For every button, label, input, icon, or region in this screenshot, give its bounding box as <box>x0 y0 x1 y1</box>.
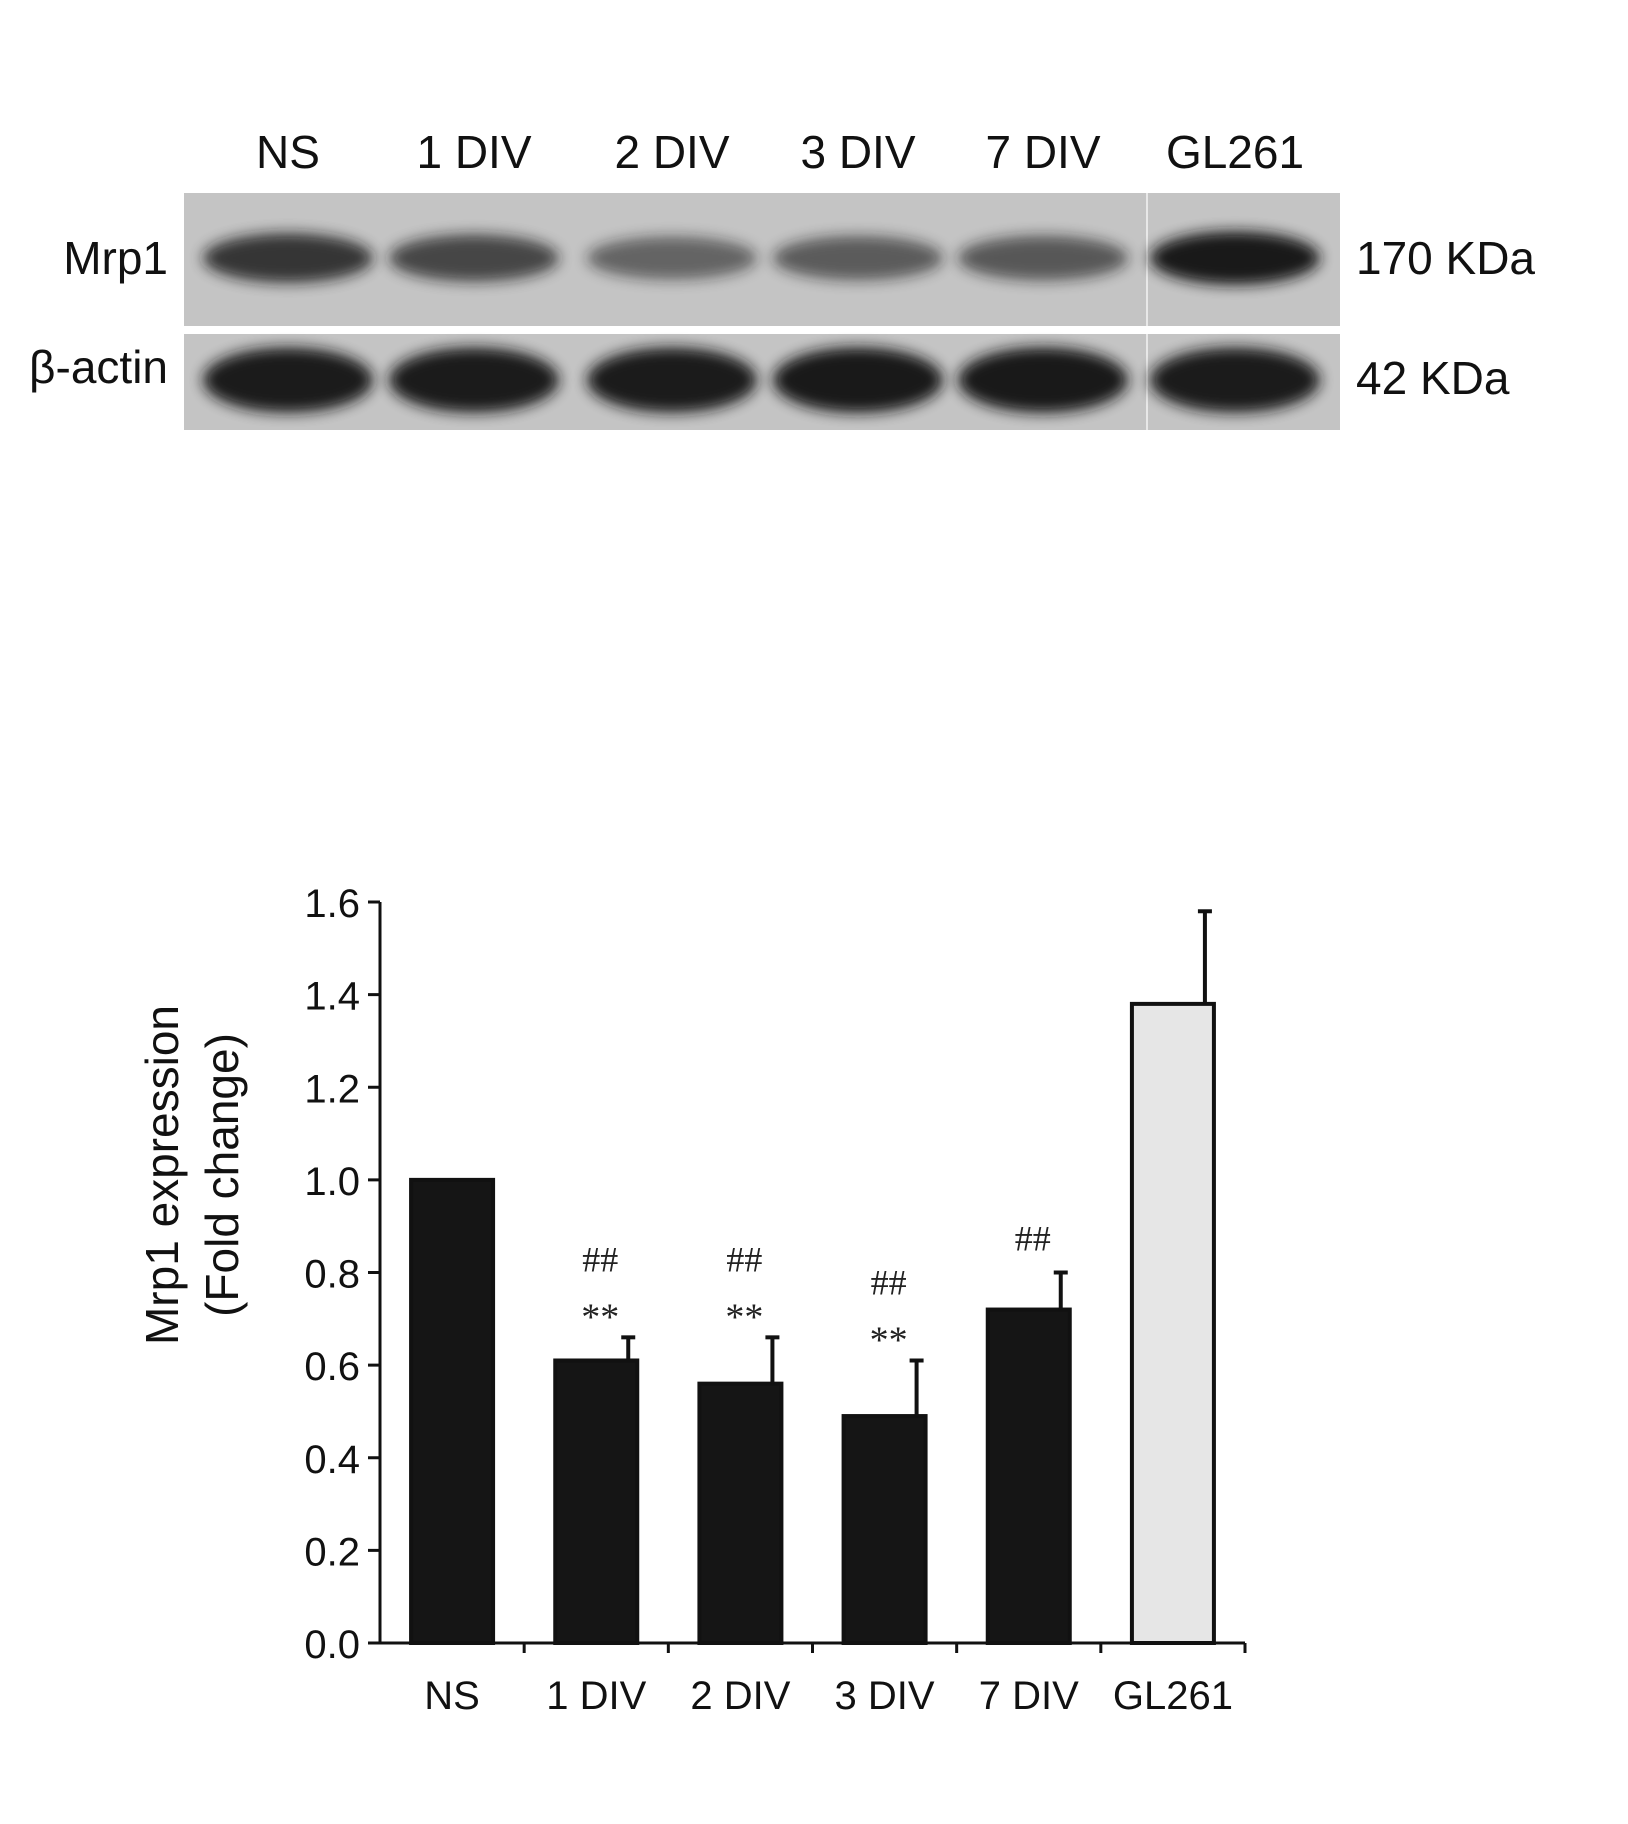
lane-label: GL261 <box>1166 126 1304 178</box>
lane-label: 7 DIV <box>985 126 1100 178</box>
x-tick-label: GL261 <box>1113 1674 1233 1718</box>
y-tick-label: 1.4 <box>304 975 360 1019</box>
bar <box>697 1381 784 1646</box>
y-tick-label: 0.4 <box>304 1438 360 1482</box>
significance-marker: ## <box>1015 1219 1051 1259</box>
bar <box>553 1358 640 1646</box>
blot-band <box>203 233 373 283</box>
blot-rows: Mrp1 170 KDa β-actin 42 KDa <box>29 193 1535 430</box>
bar-chart: Mrp1 expression (Fold change) 0.00.20.40… <box>136 882 1247 1718</box>
significance-marker: ** <box>870 1319 908 1361</box>
lane-labels: NS 1 DIV 2 DIV 3 DIV 7 DIV GL261 <box>256 126 1304 178</box>
y-tick-label: 0.6 <box>304 1345 360 1389</box>
x-tick-label: 1 DIV <box>546 1674 646 1718</box>
blot-band <box>587 236 757 280</box>
blot-band <box>958 235 1128 281</box>
significance-marker: ## <box>871 1262 907 1302</box>
lane-label: 2 DIV <box>614 126 729 178</box>
bar <box>409 1177 496 1645</box>
blot-band <box>773 347 943 413</box>
lane-label: 3 DIV <box>800 126 915 178</box>
y-axis-label: Mrp1 expression <box>136 1005 188 1345</box>
bar <box>985 1307 1072 1646</box>
western-blot: NS 1 DIV 2 DIV 3 DIV 7 DIV GL261 Mrp1 170 KDa β… <box>29 126 1535 430</box>
blot-band <box>1150 347 1320 413</box>
x-tick-label: 2 DIV <box>690 1674 790 1718</box>
y-tick-label: 1.6 <box>304 882 360 926</box>
blot-size-label: 170 KDa <box>1356 232 1535 284</box>
y-axis-label-line2: (Fold change) <box>196 1033 248 1317</box>
significance-marker: ** <box>581 1296 619 1338</box>
blot-band <box>587 347 757 413</box>
x-tick-label: 7 DIV <box>979 1674 1079 1718</box>
y-axis-title: Mrp1 expression (Fold change) <box>136 1005 248 1345</box>
blot-row-label: β-actin <box>29 341 168 393</box>
blot-band <box>203 347 373 413</box>
y-tick-label: 1.2 <box>304 1067 360 1111</box>
x-ticks: NS 1 DIV 2 DIV 3 DIV 7 DIV GL261 <box>424 1643 1247 1718</box>
y-tick-label: 0.2 <box>304 1530 360 1574</box>
y-ticks: 0.0 0.2 0.4 0.6 0.8 1.0 1.2 1.4 1.6 <box>304 882 380 1667</box>
y-tick-label: 0.0 <box>304 1623 360 1667</box>
significance-marker: ** <box>725 1296 763 1338</box>
blot-size-label: 42 KDa <box>1356 352 1510 404</box>
lane-label: 1 DIV <box>416 126 531 178</box>
bars: ** ## ** ## ** ## ## <box>409 909 1216 1646</box>
significance-marker: ## <box>582 1239 618 1279</box>
x-tick-label: NS <box>424 1674 480 1718</box>
blot-row-label: Mrp1 <box>63 232 168 284</box>
x-tick-label: 3 DIV <box>835 1674 935 1718</box>
bar <box>841 1414 928 1645</box>
y-tick-label: 1.0 <box>304 1160 360 1204</box>
blot-band <box>958 347 1128 413</box>
blot-band <box>773 235 943 281</box>
blot-band <box>389 234 559 282</box>
bar <box>1129 1001 1216 1645</box>
significance-marker: ## <box>726 1239 762 1279</box>
blot-band <box>1150 231 1320 285</box>
blot-row: β-actin 42 KDa <box>29 334 1510 430</box>
lane-label: NS <box>256 126 320 178</box>
blot-band <box>389 347 559 413</box>
y-tick-label: 0.8 <box>304 1253 360 1297</box>
blot-row: Mrp1 170 KDa <box>63 193 1535 326</box>
